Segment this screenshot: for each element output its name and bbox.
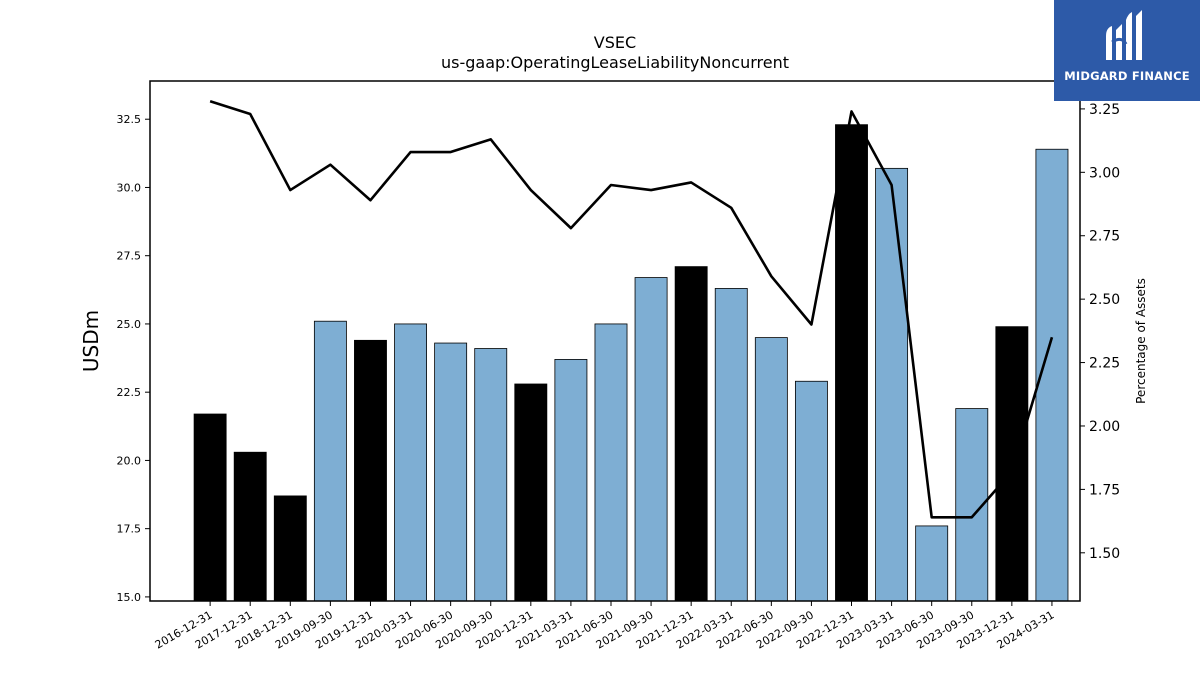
- bar-2022-12-31: [835, 124, 868, 602]
- y-tick-label: 20.0: [117, 454, 142, 467]
- bar-2022-06-30: [754, 337, 788, 602]
- y2-tick-label: 2.00: [1089, 419, 1120, 435]
- chart-subtitle: us-gaap:OperatingLeaseLiabilityNoncurren…: [441, 53, 789, 72]
- bar-2019-12-31: [354, 339, 387, 602]
- logo-text: MIDGARD FINANCE: [1064, 69, 1190, 83]
- plot-frame: [149, 80, 1081, 602]
- bar-2018-12-31: [273, 495, 307, 602]
- bar-2023-06-30: [915, 525, 949, 602]
- bar-2022-03-31: [714, 288, 748, 602]
- bar-2022-09-30: [794, 380, 828, 602]
- midgard-finance-logo: MIDGARD FINANCE: [1054, 0, 1200, 101]
- y2-axis: 1.50 1.75 2.00 2.25 2.50 2.75 3.00 3.25: [1080, 102, 1120, 562]
- chart-title: VSEC: [594, 33, 636, 52]
- y-axis-label: USDm: [79, 310, 103, 372]
- line-group: [209, 100, 1054, 519]
- y-tick-label: 25.0: [117, 318, 142, 331]
- bar-2021-06-30: [594, 323, 628, 602]
- x-axis: 2016-12-312017-12-312018-12-312019-09-30…: [153, 601, 1056, 652]
- y-tick-label: 17.5: [117, 523, 142, 536]
- bar-2021-12-31: [674, 266, 708, 602]
- bar-2020-12-31: [514, 383, 548, 602]
- bar-2016-12-31: [193, 413, 227, 602]
- y-tick-label: 22.5: [117, 386, 142, 399]
- percentage-line: [209, 100, 1054, 519]
- y-tick-label: 32.5: [117, 113, 142, 126]
- y2-axis-label: Percentage of Assets: [1134, 278, 1148, 404]
- y2-tick-label: 3.00: [1089, 165, 1120, 181]
- bar-2020-03-31: [394, 323, 427, 602]
- y2-tick-label: 2.25: [1089, 356, 1120, 372]
- y-axis: 15.0 17.5 20.0 22.5 25.0 27.5 30.0 32.5: [117, 113, 150, 604]
- y2-tick-label: 3.25: [1089, 102, 1120, 118]
- y-tick-label: 15.0: [117, 591, 142, 604]
- bar-2023-03-31: [875, 167, 909, 602]
- bar-2017-12-31: [233, 451, 267, 602]
- bar-2020-06-30: [434, 342, 468, 602]
- bar-2021-03-31: [554, 359, 588, 602]
- y-tick-label: 30.0: [117, 181, 142, 194]
- y2-tick-label: 2.75: [1089, 229, 1120, 245]
- y2-tick-label: 1.75: [1089, 482, 1120, 498]
- bars-group: [193, 124, 1069, 602]
- bar-2020-09-30: [474, 348, 508, 602]
- bar-2021-09-30: [634, 277, 668, 602]
- y2-tick-label: 2.50: [1089, 292, 1120, 308]
- y-tick-label: 27.5: [117, 250, 142, 263]
- logo-icon: [1106, 10, 1142, 60]
- bar-2019-09-30: [313, 320, 347, 602]
- bar-2023-12-31: [995, 326, 1029, 602]
- y2-tick-label: 1.50: [1089, 546, 1120, 562]
